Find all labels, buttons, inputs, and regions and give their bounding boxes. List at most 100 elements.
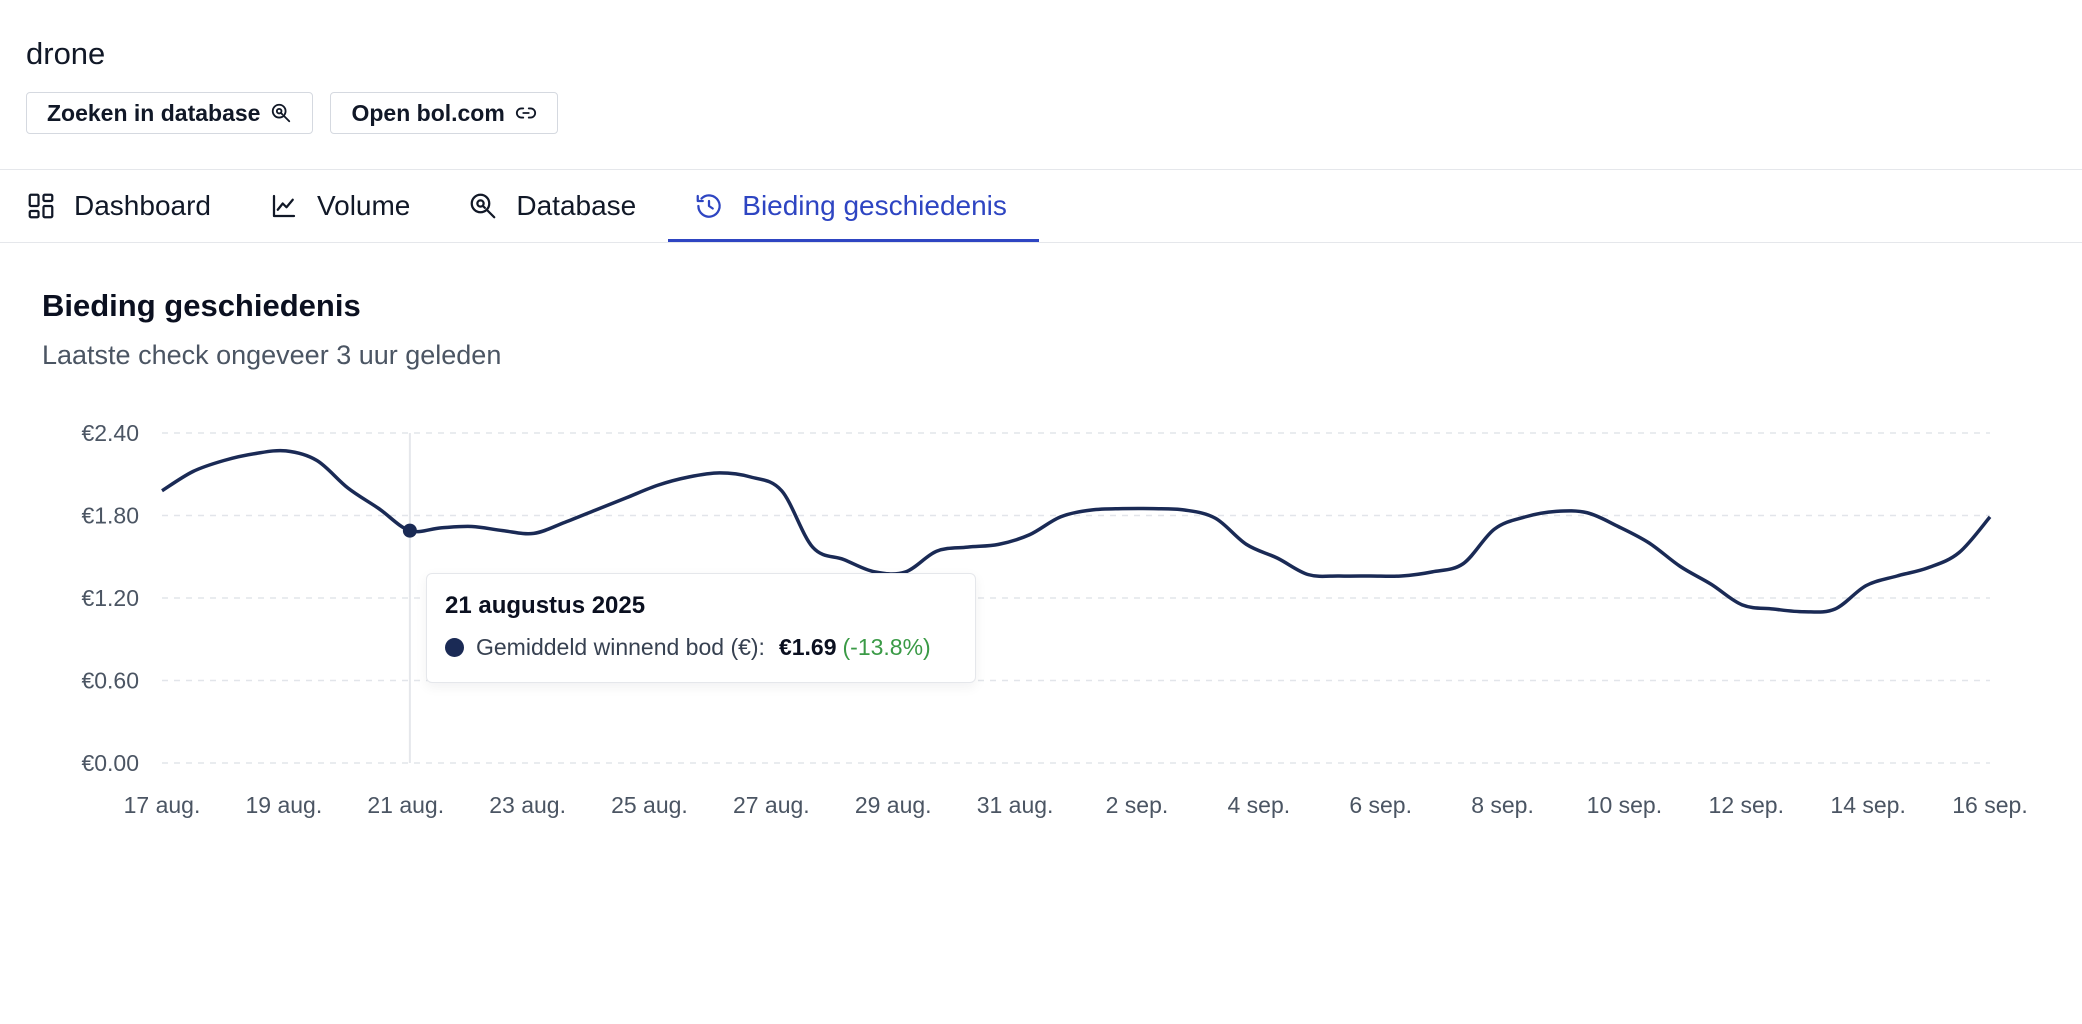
data-point (191, 470, 195, 474)
x-tick-label: 14 sep. (1830, 792, 1905, 818)
tooltip-date: 21 augustus 2025 (445, 592, 646, 619)
data-point (935, 549, 939, 553)
tab-dashboard[interactable]: Dashboard (0, 170, 243, 242)
data-point (439, 526, 443, 530)
data-point (1616, 525, 1620, 529)
data-point (1059, 515, 1063, 519)
data-point (1306, 573, 1310, 577)
data-point (160, 489, 164, 493)
data-point (811, 545, 815, 549)
search-database-button[interactable]: Zoeken in database (26, 92, 314, 134)
data-point (1740, 603, 1744, 607)
bid-history-chart[interactable]: €0.00 €0.60 €1.20 €1.80 €2.40 17 aug. 19 aug.… (0, 400, 2082, 840)
data-point (1182, 508, 1186, 512)
data-point (1151, 507, 1155, 511)
open-bol-label: Open bol.com (351, 99, 505, 126)
data-point (656, 483, 660, 487)
x-tick-label: 21 aug. (367, 792, 444, 818)
x-tick-label: 6 sep. (1349, 792, 1412, 818)
y-tick-label: €0.00 (81, 750, 139, 776)
data-point (1678, 564, 1682, 568)
data-point (718, 471, 722, 475)
tabs-divider-bottom (0, 242, 2082, 243)
x-tick-label: 25 aug. (611, 792, 688, 818)
data-point (1709, 582, 1713, 586)
tab-database-label: Database (516, 190, 637, 221)
keyword-title: drone (26, 36, 106, 71)
tab-volume-label: Volume (316, 190, 411, 221)
data-point (1988, 515, 1992, 519)
dashboard-icon (26, 191, 56, 221)
data-point (1275, 556, 1279, 560)
data-point (1492, 527, 1496, 531)
data-point (1926, 566, 1930, 570)
data-point (1523, 515, 1527, 519)
y-tick-label: €0.60 (81, 668, 139, 694)
data-point (687, 475, 691, 479)
open-bol-button[interactable]: Open bol.com (330, 92, 558, 134)
tab-dashboard-label: Dashboard (74, 190, 211, 221)
data-point (1771, 607, 1775, 611)
data-point (780, 489, 784, 493)
data-point (749, 475, 753, 479)
x-tick-label: 10 sep. (1587, 792, 1662, 818)
x-tick-label: 31 aug. (977, 792, 1054, 818)
x-tick-label: 23 aug. (489, 792, 566, 818)
data-point (1337, 574, 1341, 578)
x-tick-label: 27 aug. (733, 792, 810, 818)
data-point (1585, 511, 1589, 515)
data-point (377, 507, 381, 511)
data-point (284, 449, 288, 453)
data-point (1430, 570, 1434, 574)
data-point (1864, 584, 1868, 588)
data-point (1120, 507, 1124, 511)
line-chart-icon (269, 191, 299, 221)
history-icon (694, 191, 724, 221)
data-point (1028, 533, 1032, 537)
data-point (1895, 574, 1899, 578)
x-tick-label: 17 aug. (124, 792, 201, 818)
data-point (966, 545, 970, 549)
data-point (997, 542, 1001, 546)
data-point (315, 459, 319, 463)
tab-bieding-geschiedenis[interactable]: Bieding geschiedenis (668, 170, 1039, 243)
data-point (1399, 574, 1403, 578)
data-point (563, 520, 567, 524)
zoom-search-icon (270, 102, 292, 124)
x-tick-label: 19 aug. (245, 792, 322, 818)
x-tick-label: 8 sep. (1471, 792, 1534, 818)
tabs-divider-top (0, 169, 2082, 170)
data-point (1368, 574, 1372, 578)
y-tick-label: €1.20 (81, 585, 139, 611)
data-point (1244, 542, 1248, 546)
data-point (532, 531, 536, 535)
link-icon (515, 102, 537, 124)
data-point (1089, 508, 1093, 512)
data-point (346, 486, 350, 490)
data-point (222, 459, 226, 463)
x-tick-label: 29 aug. (855, 792, 932, 818)
y-tick-label: €2.40 (81, 420, 139, 446)
data-point (1957, 551, 1961, 555)
data-point (501, 529, 505, 533)
series-line (161, 448, 1992, 614)
tooltip-value: €1.69 (778, 634, 837, 660)
x-tick-label: 2 sep. (1106, 792, 1169, 818)
y-tick-label: €1.80 (81, 503, 139, 529)
zoom-search-icon (468, 191, 498, 221)
data-point (1461, 562, 1465, 566)
x-tick-label: 12 sep. (1709, 792, 1784, 818)
section-title: Bieding geschiedenis (42, 288, 361, 323)
chart-tooltip: 21 augustus 2025 Gemiddeld winnend bod (… (426, 573, 976, 683)
data-point (1802, 610, 1806, 614)
data-point (470, 525, 474, 529)
action-buttons: Zoeken in database Open bol.com (26, 92, 558, 134)
tooltip-series-label: Gemiddeld winnend bod (€): (476, 634, 765, 660)
data-point (1554, 509, 1558, 513)
tab-database[interactable]: Database (442, 170, 668, 242)
data-point (594, 508, 598, 512)
tab-volume[interactable]: Volume (243, 170, 442, 242)
tab-bar: Dashboard Volume Database Bieding geschi… (0, 170, 1039, 243)
data-point (253, 452, 257, 456)
hover-point (402, 523, 417, 538)
